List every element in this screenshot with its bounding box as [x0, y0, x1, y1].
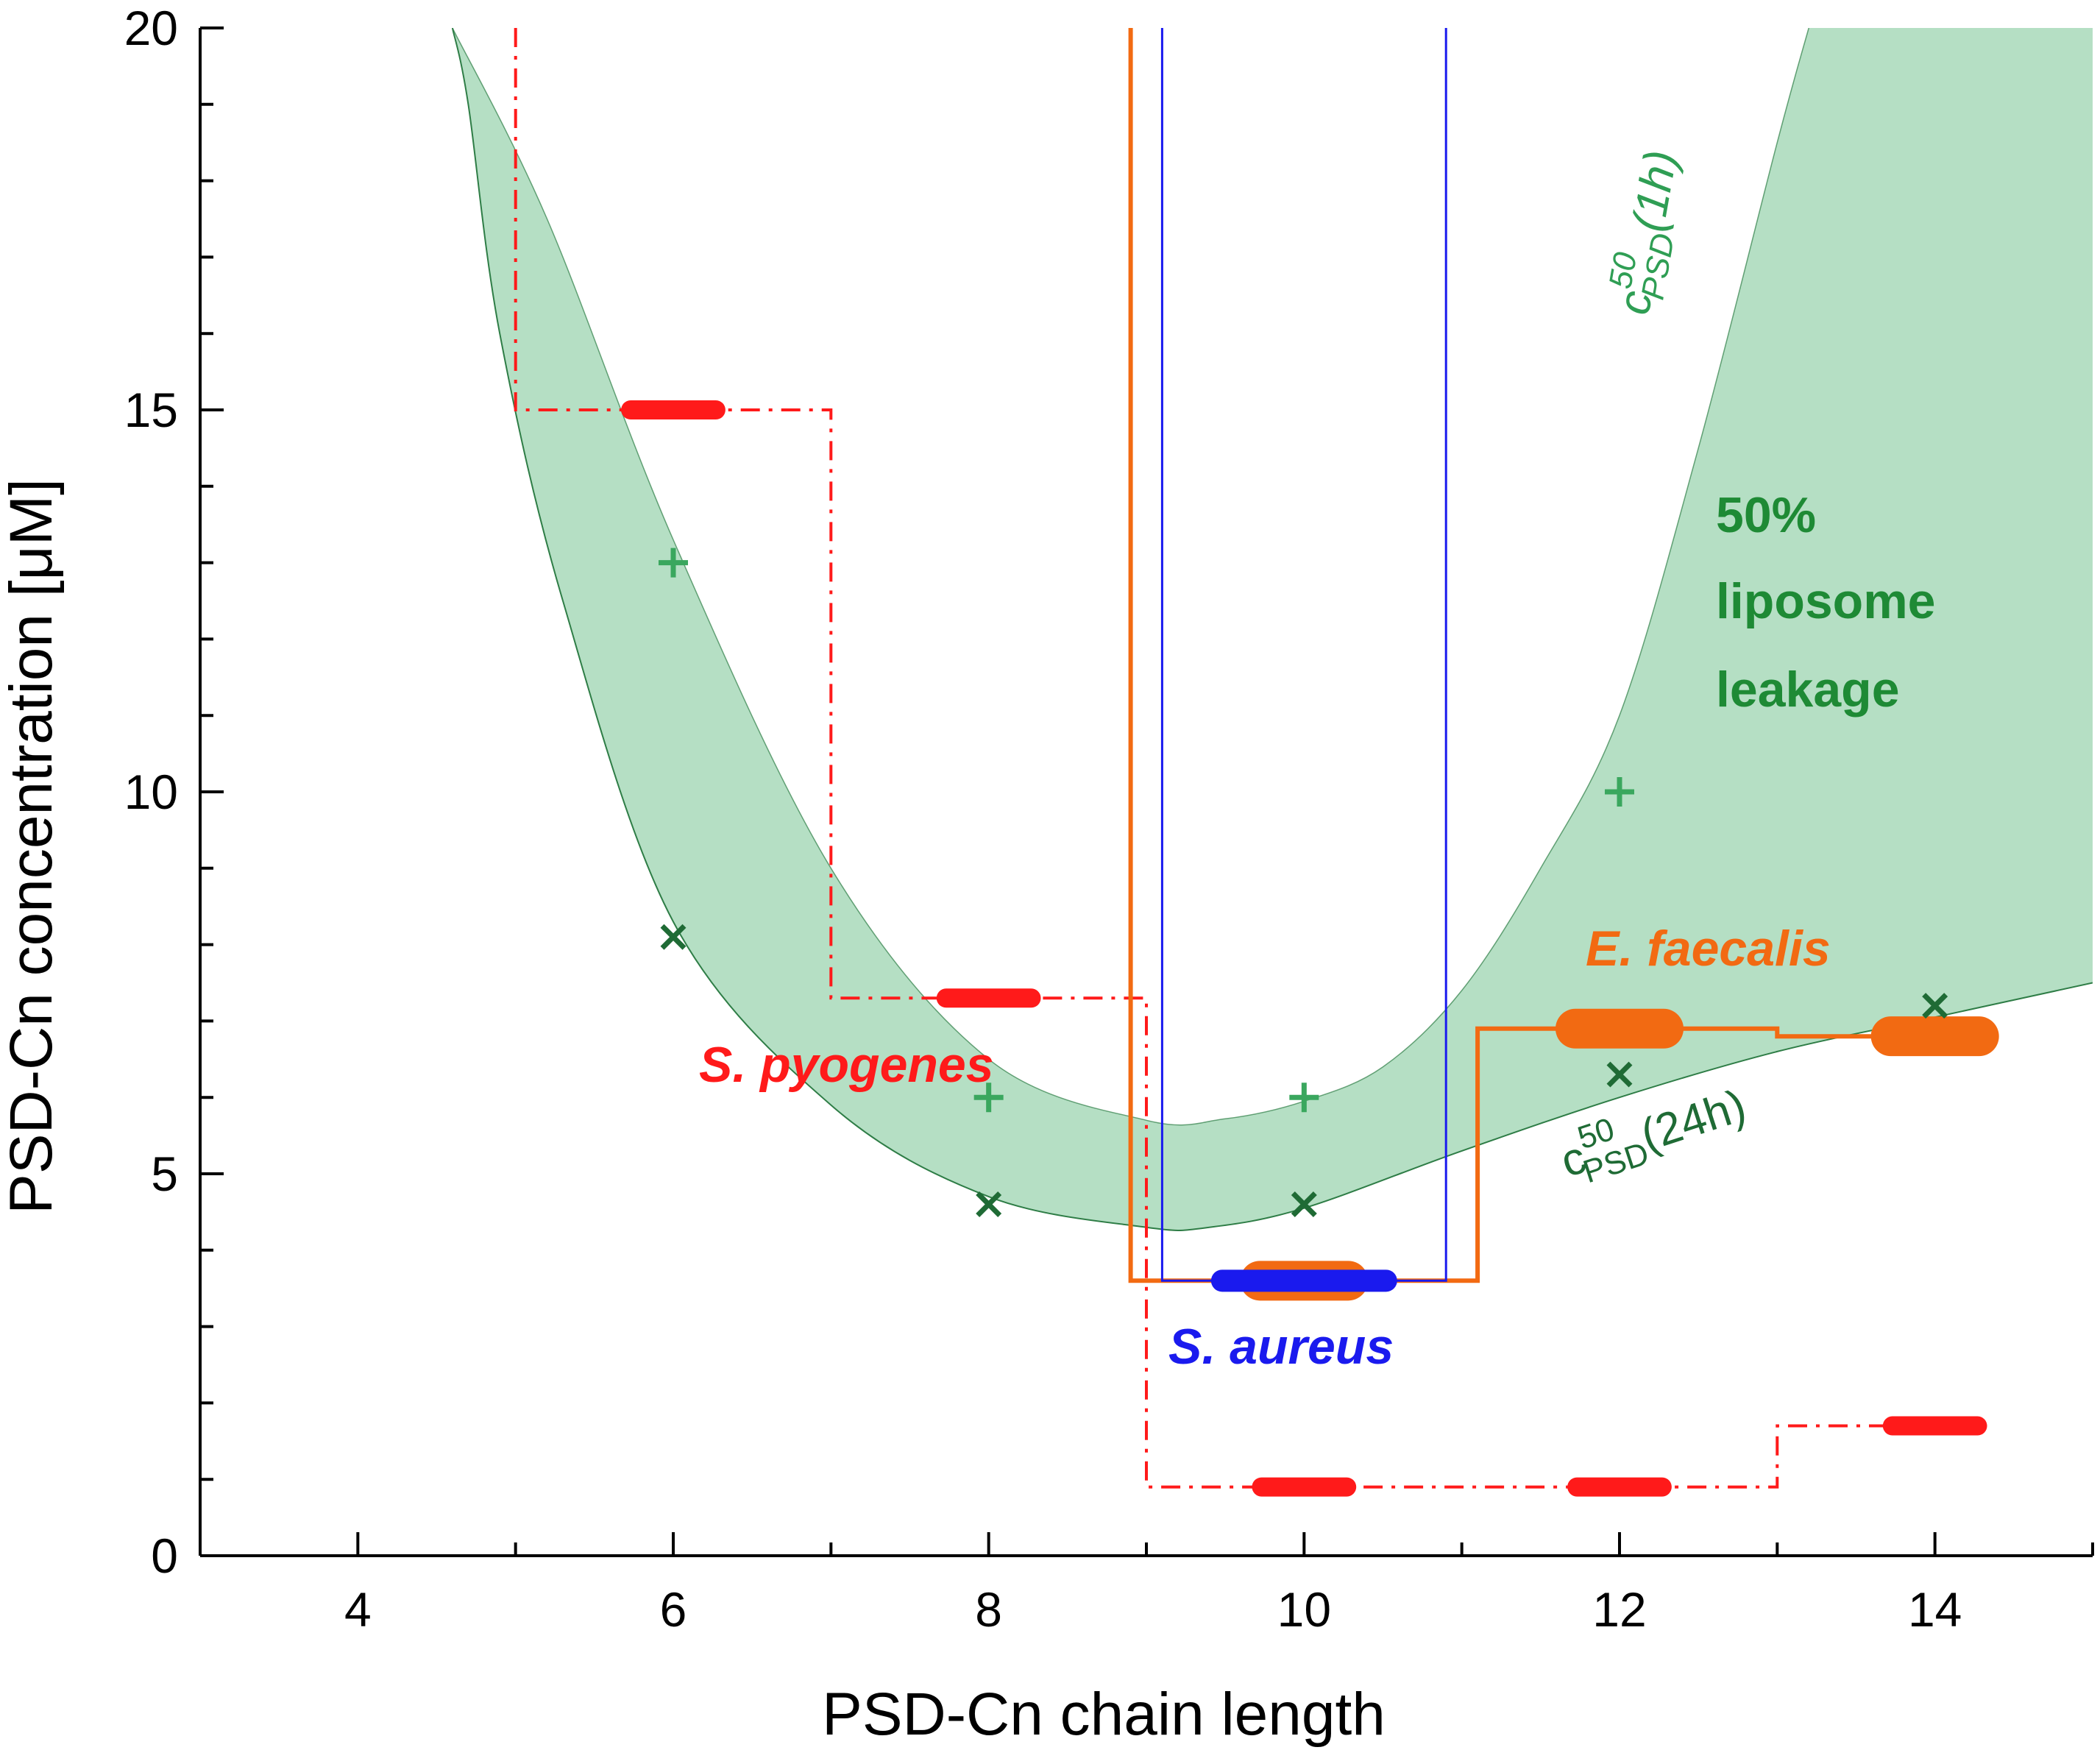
leakage-band-fill — [452, 28, 2093, 1230]
y-tick-label: 20 — [124, 1, 178, 55]
svg-text:c50PSD(1h): c50PSD(1h) — [1598, 145, 1696, 320]
label-s-pyogenes: S. pyogenes — [699, 1037, 994, 1093]
marker-plus-1h — [659, 548, 688, 578]
y-tick-label: 10 — [124, 765, 178, 819]
series-layer — [514, 28, 1999, 1497]
marker-cross-24h — [1606, 1061, 1633, 1088]
marker-plus-1h — [1289, 1083, 1319, 1113]
x-tick-label: 8 — [975, 1582, 1002, 1637]
region-label-line3: leakage — [1716, 662, 1900, 718]
marker-cross-24h — [1922, 993, 1948, 1019]
series-line-s-pyogenes — [514, 28, 1935, 1489]
leakage-markers — [659, 548, 1948, 1217]
x-tick-label: 6 — [660, 1582, 687, 1637]
axis-ticks: 4 6 8 10 12 14 0 5 10 15 20 — [124, 1, 2094, 1637]
leakage-band-upper-edge — [452, 28, 1809, 1126]
axes-layer: 4 6 8 10 12 14 0 5 10 15 20 — [124, 1, 2094, 1637]
region-label-line1: 50% — [1716, 487, 1816, 543]
x-tick-label: 4 — [344, 1582, 372, 1637]
cross-b — [1606, 1061, 1633, 1088]
marker-cross-24h — [1291, 1191, 1317, 1217]
y-tick-label: 15 — [124, 383, 178, 437]
region-label-line2: liposome — [1716, 573, 1936, 629]
marker-cross-24h — [660, 924, 687, 950]
marker-plus-1h — [973, 1083, 1004, 1113]
cross-b — [660, 924, 687, 950]
cross-b — [1922, 993, 1948, 1019]
x-tick-label: 10 — [1277, 1582, 1331, 1637]
x-tick-label: 14 — [1908, 1582, 1962, 1637]
x-tick-label: 12 — [1592, 1582, 1646, 1637]
liposome-leakage-band-layer — [451, 28, 2093, 1231]
leakage-band-lower-edge — [451, 28, 2093, 1231]
label-s-aureus: S. aureus — [1168, 1319, 1394, 1375]
annotation-c50-1h: c50PSD(1h) — [1598, 145, 1696, 320]
ann-24h-tail: (24h) — [1635, 1080, 1752, 1161]
ann-1h-sub: PSD — [1635, 230, 1682, 302]
cross-b — [976, 1191, 1002, 1217]
ann-1h-sup: 50 — [1602, 249, 1644, 291]
label-e-faecalis: E. faecalis — [1586, 921, 1831, 977]
x-axis-title: PSD-Cn chain length — [822, 1681, 1386, 1748]
series-line-e-faecalis — [1128, 28, 1951, 1283]
y-axis-title: PSD-Cn concentration [μM] — [0, 478, 65, 1214]
marker-plus-1h — [1605, 777, 1634, 807]
ann-1h-tail: (1h) — [1623, 146, 1687, 235]
cross-b — [1291, 1191, 1317, 1217]
y-tick-label: 0 — [151, 1528, 178, 1583]
y-tick-label: 5 — [151, 1147, 178, 1201]
marker-cross-24h — [976, 1191, 1002, 1217]
